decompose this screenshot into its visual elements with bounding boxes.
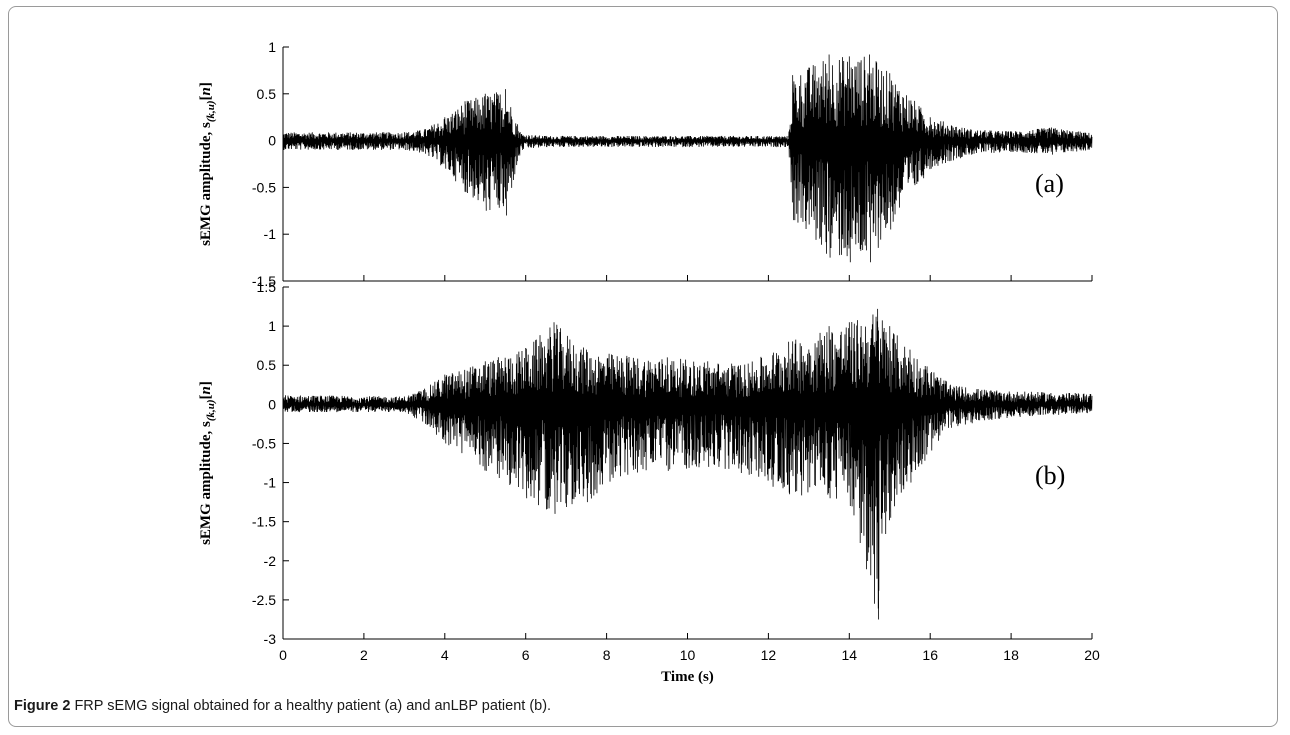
x-tick-label: 0 (279, 647, 287, 663)
panel-b-y-axis-title: sEMG amplitude, s(k,u)[n] (198, 381, 217, 545)
y-tick-label: -2 (264, 553, 277, 569)
x-tick-label: 6 (522, 647, 530, 663)
x-tick-label: 20 (1084, 647, 1100, 663)
figure-caption: Figure 2 FRP sEMG signal obtained for a … (14, 698, 551, 714)
y-tick-label: 1.5 (257, 279, 277, 295)
x-tick-label: 16 (922, 647, 938, 663)
y-tick-label: -3 (264, 631, 277, 647)
x-tick-label: 4 (441, 647, 449, 663)
panel-a-label: (a) (1035, 169, 1064, 198)
panel-b-label: (b) (1035, 461, 1065, 490)
caption-text: FRP sEMG signal obtained for a healthy p… (74, 698, 552, 714)
y-tick-label: -1 (264, 226, 277, 242)
panel-a-x-axis (282, 275, 1093, 282)
panel-a-y-axis-title: sEMG amplitude, s(k,u)[n] (198, 82, 217, 246)
panel-a-chart: 1 0.5 0 -0.5 -1 -1.5 (a) sEMG amplitude, s(k,… (198, 39, 1093, 289)
y-tick-label: -2.5 (252, 592, 276, 608)
x-tick-label: 12 (761, 647, 777, 663)
caption-label: Figure 2 (14, 698, 71, 714)
y-tick-label: -0.5 (252, 179, 276, 195)
y-tick-label: -1.5 (252, 514, 276, 530)
panel-a-y-axis: 1 0.5 0 -0.5 -1 -1.5 (252, 39, 289, 289)
y-tick-label: 1 (268, 39, 276, 55)
panel-b-x-axis-title: Time (s) (661, 669, 714, 685)
panel-b-x-axis: 0 2 4 6 8 10 12 14 16 18 20 (279, 633, 1100, 663)
x-tick-label: 14 (842, 647, 858, 663)
y-tick-label: 0 (268, 396, 276, 412)
y-tick-label: 0 (268, 133, 276, 149)
x-tick-label: 18 (1003, 647, 1019, 663)
y-tick-label: -1.5 (252, 273, 276, 289)
y-tick-label: 0.5 (257, 86, 277, 102)
x-tick-label: 10 (680, 647, 696, 663)
panel-b-signal-line (282, 308, 1093, 620)
x-tick-label: 8 (603, 647, 611, 663)
figure-frame (8, 6, 1278, 727)
x-tick-label: 2 (360, 647, 368, 663)
y-tick-label: -1 (264, 475, 277, 491)
y-tick-label: 0.5 (257, 357, 277, 373)
y-tick-label: 1 (268, 318, 276, 334)
panel-a-signal-line (282, 54, 1093, 263)
y-tick-label: -0.5 (252, 435, 276, 451)
panel-b-chart: 1.5 1 0.5 0 -0.5 -1 -1.5 -2 -2.5 -3 0 2 4 6 8 10 12 14 16… (198, 279, 1100, 685)
panel-b-y-axis: 1.5 1 0.5 0 -0.5 -1 -1.5 -2 -2.5 -3 (252, 279, 289, 647)
